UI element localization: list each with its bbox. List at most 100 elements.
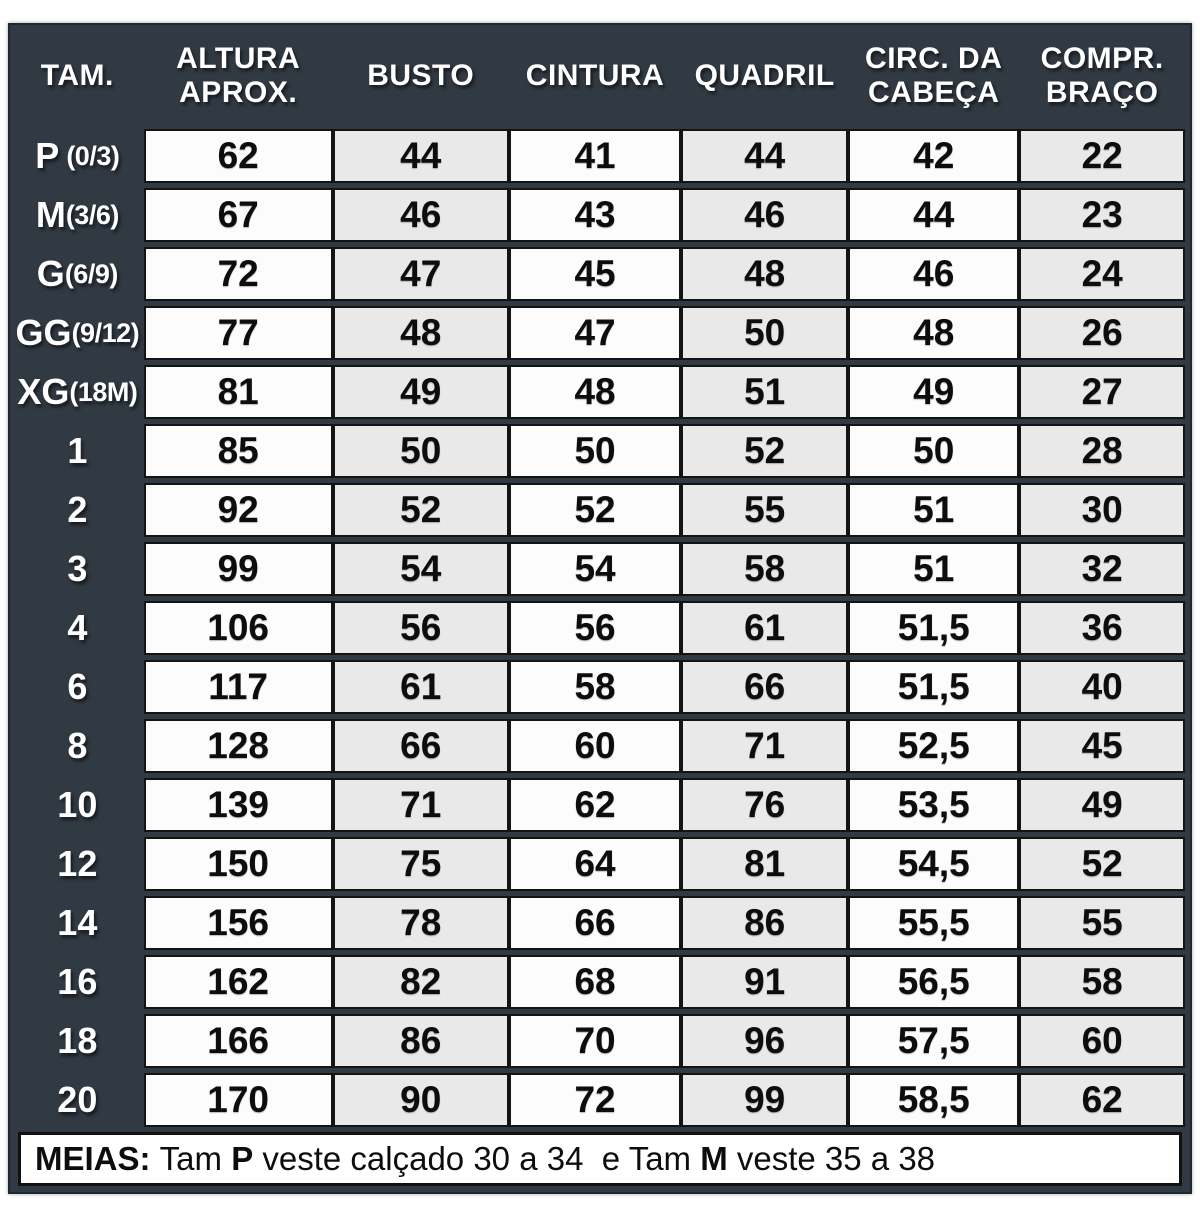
cell-altura: 106 (143, 601, 333, 655)
cell-altura: 92 (143, 483, 333, 537)
cell-cabeca: 58,5 (848, 1073, 1020, 1127)
size-label: 10 (57, 784, 98, 825)
cell-busto: 50 (332, 424, 509, 478)
cell-busto: 78 (332, 896, 509, 950)
table-row: 8 128 66 60 71 52,5 45 (11, 719, 1185, 773)
cell-braco: 52 (1019, 837, 1185, 891)
cell-cintura: 52 (508, 483, 682, 537)
cell-cintura: 43 (508, 188, 682, 242)
cell-cabeca: 50 (848, 424, 1020, 478)
cell-cabeca: 46 (848, 247, 1020, 301)
column-header-braco: COMPR. BRAÇO (1040, 42, 1164, 109)
size-label: P (0/3) (35, 135, 120, 176)
table-row: 18 166 86 70 96 57,5 60 (11, 1014, 1185, 1068)
column-header-cabeca: CIRC. DA CABEÇA (865, 42, 1003, 109)
cell-busto: 75 (332, 837, 509, 891)
cell-braco: 30 (1019, 483, 1185, 537)
cell-braco: 58 (1019, 955, 1185, 1009)
cell-braco: 36 (1019, 601, 1185, 655)
cell-quadril: 71 (681, 719, 849, 773)
cell-altura: 128 (143, 719, 333, 773)
cell-cintura: 72 (508, 1073, 682, 1127)
cell-busto: 46 (332, 188, 509, 242)
table-row: 14 156 78 66 86 55,5 55 (11, 896, 1185, 950)
size-label: 2 (67, 489, 88, 530)
footer-note: MEIAS: Tam P veste calçado 30 a 34 e Tam… (18, 1132, 1182, 1186)
footer-note-segment: Tam (150, 1140, 232, 1177)
table-row: 3 99 54 54 58 51 32 (11, 542, 1185, 596)
table-row: G (6/9) 72 47 45 48 46 24 (11, 247, 1185, 301)
cell-quadril: 46 (681, 188, 849, 242)
cell-altura: 67 (143, 188, 333, 242)
table-row: GG (9/12) 77 48 47 50 48 26 (11, 306, 1185, 360)
cell-cabeca: 48 (848, 306, 1020, 360)
cell-quadril: 86 (681, 896, 849, 950)
column-header-tam: TAM. (40, 59, 114, 93)
cell-cabeca: 55,5 (848, 896, 1020, 950)
cell-cabeca: 56,5 (848, 955, 1020, 1009)
cell-quadril: 91 (681, 955, 849, 1009)
cell-cabeca: 49 (848, 365, 1020, 419)
size-label: G (6/9) (36, 253, 119, 294)
cell-cintura: 41 (508, 129, 682, 183)
cell-braco: 45 (1019, 719, 1185, 773)
cell-quadril: 48 (681, 247, 849, 301)
cell-altura: 117 (143, 660, 333, 714)
cell-quadril: 51 (681, 365, 849, 419)
cell-braco: 55 (1019, 896, 1185, 950)
cell-quadril: 44 (681, 129, 849, 183)
size-label: GG (9/12) (15, 312, 140, 353)
cell-altura: 150 (143, 837, 333, 891)
cell-braco: 40 (1019, 660, 1185, 714)
cell-cabeca: 51 (848, 483, 1020, 537)
cell-braco: 27 (1019, 365, 1185, 419)
column-header-altura: ALTURA APROX. (176, 42, 301, 109)
cell-cintura: 48 (508, 365, 682, 419)
table-row: 1 85 50 50 52 50 28 (11, 424, 1185, 478)
cell-cintura: 70 (508, 1014, 682, 1068)
cell-altura: 162 (143, 955, 333, 1009)
table-row: 20 170 90 72 99 58,5 62 (11, 1073, 1185, 1127)
cell-altura: 77 (143, 306, 333, 360)
cell-altura: 62 (143, 129, 333, 183)
cell-busto: 56 (332, 601, 509, 655)
cell-quadril: 66 (681, 660, 849, 714)
footer-note-segment: MEIAS: (35, 1140, 151, 1177)
cell-cintura: 47 (508, 306, 682, 360)
cell-cabeca: 54,5 (848, 837, 1020, 891)
cell-altura: 166 (143, 1014, 333, 1068)
column-header-busto: BUSTO (367, 59, 475, 93)
table-row: 4 106 56 56 61 51,5 36 (11, 601, 1185, 655)
size-label: 12 (57, 843, 98, 884)
cell-braco: 23 (1019, 188, 1185, 242)
size-label: 20 (57, 1079, 98, 1120)
cell-altura: 85 (143, 424, 333, 478)
cell-quadril: 61 (681, 601, 849, 655)
cell-braco: 24 (1019, 247, 1185, 301)
table-row: 2 92 52 52 55 51 30 (11, 483, 1185, 537)
cell-altura: 99 (143, 542, 333, 596)
cell-quadril: 55 (681, 483, 849, 537)
cell-busto: 82 (332, 955, 509, 1009)
cell-quadril: 96 (681, 1014, 849, 1068)
cell-cintura: 58 (508, 660, 682, 714)
size-label: 16 (57, 961, 98, 1002)
cell-braco: 62 (1019, 1073, 1185, 1127)
cell-cintura: 60 (508, 719, 682, 773)
cell-cintura: 50 (508, 424, 682, 478)
cell-braco: 22 (1019, 129, 1185, 183)
cell-busto: 52 (332, 483, 509, 537)
cell-busto: 48 (332, 306, 509, 360)
cell-cabeca: 52,5 (848, 719, 1020, 773)
cell-busto: 61 (332, 660, 509, 714)
cell-altura: 170 (143, 1073, 333, 1127)
column-header-cintura: CINTURA (525, 59, 665, 93)
size-label: M (3/6) (35, 194, 120, 235)
table-row: XG (18M) 81 49 48 51 49 27 (11, 365, 1185, 419)
cell-cabeca: 57,5 (848, 1014, 1020, 1068)
table-row: 16 162 82 68 91 56,5 58 (11, 955, 1185, 1009)
cell-cintura: 64 (508, 837, 682, 891)
table-row: M (3/6) 67 46 43 46 44 23 (11, 188, 1185, 242)
size-label: 1 (67, 430, 88, 471)
cell-altura: 72 (143, 247, 333, 301)
